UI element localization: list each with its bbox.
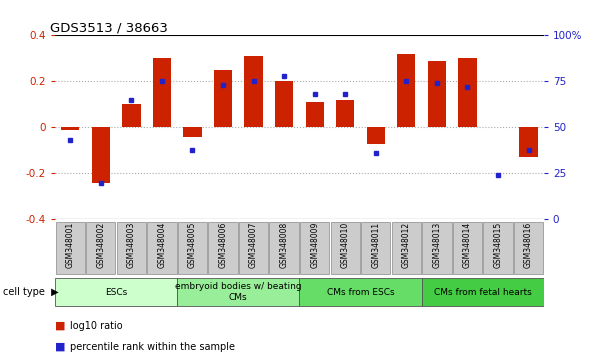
Bar — [458, 58, 477, 127]
Text: GSM348002: GSM348002 — [97, 222, 105, 268]
Text: GSM348003: GSM348003 — [127, 222, 136, 268]
Text: ESCs: ESCs — [105, 287, 127, 297]
Text: GDS3513 / 38663: GDS3513 / 38663 — [50, 21, 168, 34]
Text: CMs from fetal hearts: CMs from fetal hearts — [434, 287, 532, 297]
Text: cell type  ▶: cell type ▶ — [3, 287, 59, 297]
Bar — [519, 127, 538, 157]
Text: GSM348010: GSM348010 — [341, 222, 349, 268]
FancyBboxPatch shape — [331, 222, 360, 274]
FancyBboxPatch shape — [208, 222, 238, 274]
Bar — [336, 100, 354, 127]
FancyBboxPatch shape — [392, 222, 421, 274]
Bar — [367, 127, 385, 144]
Bar — [306, 102, 324, 127]
Bar — [122, 104, 141, 127]
Text: percentile rank within the sample: percentile rank within the sample — [70, 342, 235, 352]
Text: GSM348007: GSM348007 — [249, 222, 258, 268]
Bar — [61, 127, 79, 130]
Text: GSM348006: GSM348006 — [219, 222, 227, 268]
Bar — [397, 54, 415, 127]
FancyBboxPatch shape — [300, 222, 329, 274]
Text: GSM348012: GSM348012 — [402, 222, 411, 268]
Text: embryoid bodies w/ beating
CMs: embryoid bodies w/ beating CMs — [175, 282, 302, 302]
Bar — [244, 56, 263, 127]
FancyBboxPatch shape — [239, 222, 268, 274]
FancyBboxPatch shape — [422, 278, 544, 306]
Text: GSM348004: GSM348004 — [158, 222, 166, 268]
Text: GSM348005: GSM348005 — [188, 222, 197, 268]
Bar — [428, 61, 446, 127]
Bar — [92, 127, 110, 183]
FancyBboxPatch shape — [269, 222, 299, 274]
FancyBboxPatch shape — [86, 222, 115, 274]
Bar — [153, 58, 171, 127]
Text: GSM348013: GSM348013 — [433, 222, 441, 268]
Text: GSM348014: GSM348014 — [463, 222, 472, 268]
Text: GSM348008: GSM348008 — [280, 222, 288, 268]
FancyBboxPatch shape — [177, 278, 299, 306]
Text: GSM348016: GSM348016 — [524, 222, 533, 268]
FancyBboxPatch shape — [483, 222, 513, 274]
FancyBboxPatch shape — [299, 278, 422, 306]
Text: log10 ratio: log10 ratio — [70, 321, 123, 331]
FancyBboxPatch shape — [178, 222, 207, 274]
Bar — [275, 81, 293, 127]
Text: GSM348011: GSM348011 — [371, 222, 380, 268]
FancyBboxPatch shape — [514, 222, 543, 274]
Text: GSM348009: GSM348009 — [310, 222, 319, 268]
FancyBboxPatch shape — [117, 222, 146, 274]
FancyBboxPatch shape — [453, 222, 482, 274]
Text: CMs from ESCs: CMs from ESCs — [327, 287, 394, 297]
FancyBboxPatch shape — [147, 222, 177, 274]
Text: ■: ■ — [55, 342, 65, 352]
FancyBboxPatch shape — [55, 278, 177, 306]
FancyBboxPatch shape — [56, 222, 85, 274]
Text: ■: ■ — [55, 321, 65, 331]
Bar — [214, 70, 232, 127]
Text: GSM348001: GSM348001 — [66, 222, 75, 268]
FancyBboxPatch shape — [361, 222, 390, 274]
Text: GSM348015: GSM348015 — [494, 222, 502, 268]
FancyBboxPatch shape — [422, 222, 452, 274]
Bar — [183, 127, 202, 137]
